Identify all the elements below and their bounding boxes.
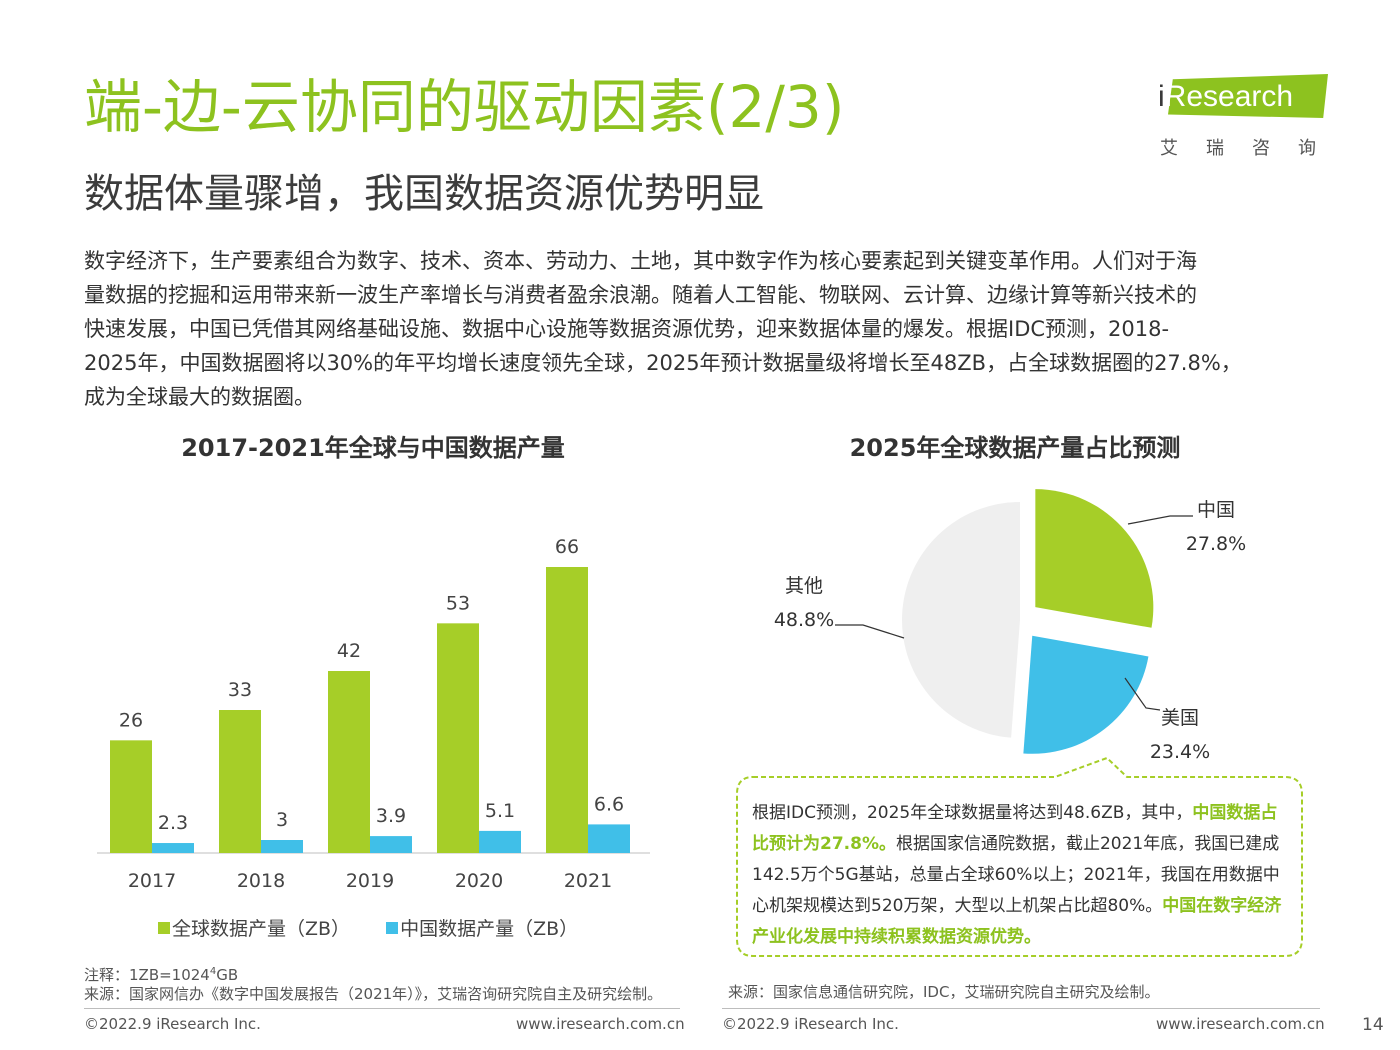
footer-copyright-right: ©2022.9 iResearch Inc. [722, 1015, 899, 1033]
tick-label-2020: 2020 [455, 870, 503, 892]
source-left: 来源：国家网信办《数字中国发展报告（2021年）》，艾瑞咨询研究院自主及研究绘制… [84, 985, 663, 1003]
intro-line: 快速发展，中国已凭借其网络基础设施、数据中心设施等数据资源优势，迎来数据体量的爆… [84, 317, 1170, 341]
intro-paragraph: 数字经济下，生产要素组合为数字、技术、资本、劳动力、土地，其中数字作为核心要素起… [84, 244, 1344, 414]
iresearch-logo: iResearch 艾瑞咨询 [1158, 72, 1330, 162]
data-label-china-2021: 6.6 [594, 793, 624, 815]
legend-swatch-china [386, 922, 399, 934]
note-text: 注释：1ZB=10244GB [84, 966, 239, 984]
legend-item-global: 全球数据产量（ZB） [158, 918, 350, 940]
bar-china-2021 [588, 824, 630, 853]
page-subtitle: 数据体量骤增，我国数据资源优势明显 [84, 171, 764, 217]
bar-china-2018 [261, 840, 303, 853]
callout-line: 产业化发展中持续积累数据资源优势。 [752, 927, 1041, 947]
slice-value-其他: 48.8% [774, 609, 834, 631]
slice-value-中国: 27.8% [1186, 533, 1246, 555]
intro-line: 数字经济下，生产要素组合为数字、技术、资本、劳动力、土地，其中数字作为核心要素起… [84, 249, 1197, 273]
pie-chart: 中国 27.8% 美国 23.4% 其他 48.8% [774, 489, 1246, 763]
slice-label-中国: 中国 [1197, 499, 1235, 521]
bar-global-2018 [219, 710, 261, 853]
tick-label-2021: 2021 [564, 870, 612, 892]
pie-slice-美国 [1023, 635, 1149, 754]
data-label-china-2020: 5.1 [485, 800, 515, 822]
data-label-global-2018: 33 [228, 679, 252, 701]
callout-box [736, 756, 1303, 957]
page-title: 端-边-云协同的驱动因素(2/3) [84, 73, 845, 141]
footer-divider-left [84, 1008, 680, 1009]
bar-china-2017 [152, 843, 194, 853]
page-number: 14 [1362, 1015, 1384, 1035]
note-and-source: 注释：1ZB=10244GB 来源：国家网信办《数字中国发展报告（2021年）》… [84, 962, 662, 1004]
callout-text: 根据IDC预测，2025年全球数据量将达到48.6ZB，其中，中国数据占 比预计… [752, 798, 1300, 953]
legend-swatch-global [158, 922, 170, 934]
data-label-china-2019: 3.9 [376, 805, 406, 827]
callout-line: 心机架规模达到520万架，大型以上机架占比超80%。中国在数字经济 [752, 896, 1282, 916]
bar-global-2021 [546, 567, 588, 853]
slice-label-美国: 美国 [1161, 707, 1199, 729]
bar-china-2020 [479, 830, 521, 853]
intro-line: 成为全球最大的数据圈。 [84, 385, 315, 409]
intro-line: 2025年，中国数据圈将以30%的年平均增长速度领先全球，2025年预计数据量级… [84, 351, 1242, 375]
leader-line-其他 [835, 624, 905, 639]
intro-line: 量数据的挖掘和运用带来新一波生产率增长与消费者盈余浪潮。随着人工智能、物联网、云… [84, 283, 1197, 307]
data-label-global-2021: 66 [555, 536, 579, 558]
pie-slice-其他 [901, 502, 1020, 738]
data-label-china-2017: 2.3 [158, 812, 188, 834]
data-label-china-2018: 3 [276, 809, 288, 831]
source-right: 来源：国家信息通信研究院，IDC，艾瑞研究院自主研究及绘制。 [728, 983, 1160, 1001]
footer-url-right[interactable]: www.iresearch.com.cn [1156, 1015, 1325, 1033]
bar-chart-legend: 全球数据产量（ZB） 中国数据产量（ZB） [158, 914, 608, 941]
footer-copyright-left: ©2022.9 iResearch Inc. [84, 1015, 261, 1033]
bar-chart-title: 2017-2021年全球与中国数据产量 [181, 434, 565, 462]
footer-url-left[interactable]: www.iresearch.com.cn [516, 1015, 685, 1033]
logo-chinese: 艾瑞咨询 [1160, 138, 1344, 159]
logo-wordmark: iResearch [1158, 80, 1294, 113]
tick-label-2018: 2018 [237, 870, 285, 892]
logo-band [1168, 74, 1328, 118]
leader-line-美国 [1124, 677, 1161, 711]
tick-label-2017: 2017 [128, 870, 176, 892]
bar-global-2019 [328, 671, 370, 853]
callout-line: 142.5万个5G基站，总量占全球60%以上；2021年，我国在用数据中 [752, 865, 1280, 885]
callout-line: 根据IDC预测，2025年全球数据量将达到48.6ZB，其中，中国数据占 [752, 803, 1278, 823]
legend-item-china: 中国数据产量（ZB） [386, 918, 578, 940]
slice-value-美国: 23.4% [1150, 741, 1210, 763]
data-label-global-2019: 42 [337, 640, 361, 662]
bar-global-2020 [437, 623, 479, 853]
slice-label-其他: 其他 [785, 575, 823, 597]
tick-label-2019: 2019 [346, 870, 394, 892]
data-label-global-2020: 53 [446, 592, 470, 614]
data-label-global-2017: 26 [119, 709, 143, 731]
pie-slice-中国 [1035, 489, 1154, 628]
bar-global-2017 [110, 740, 152, 853]
bar-china-2019 [370, 836, 412, 853]
pie-chart-title: 2025年全球数据产量占比预测 [849, 434, 1181, 462]
leader-line-中国 [1127, 515, 1193, 525]
callout-line: 比预计为27.8%。根据国家信通院数据，截止2021年底，我国已建成 [752, 834, 1280, 854]
footer-divider-right [722, 1008, 1320, 1009]
bar-chart: 262.320173332018423.92019535.12020666.62… [97, 536, 650, 892]
